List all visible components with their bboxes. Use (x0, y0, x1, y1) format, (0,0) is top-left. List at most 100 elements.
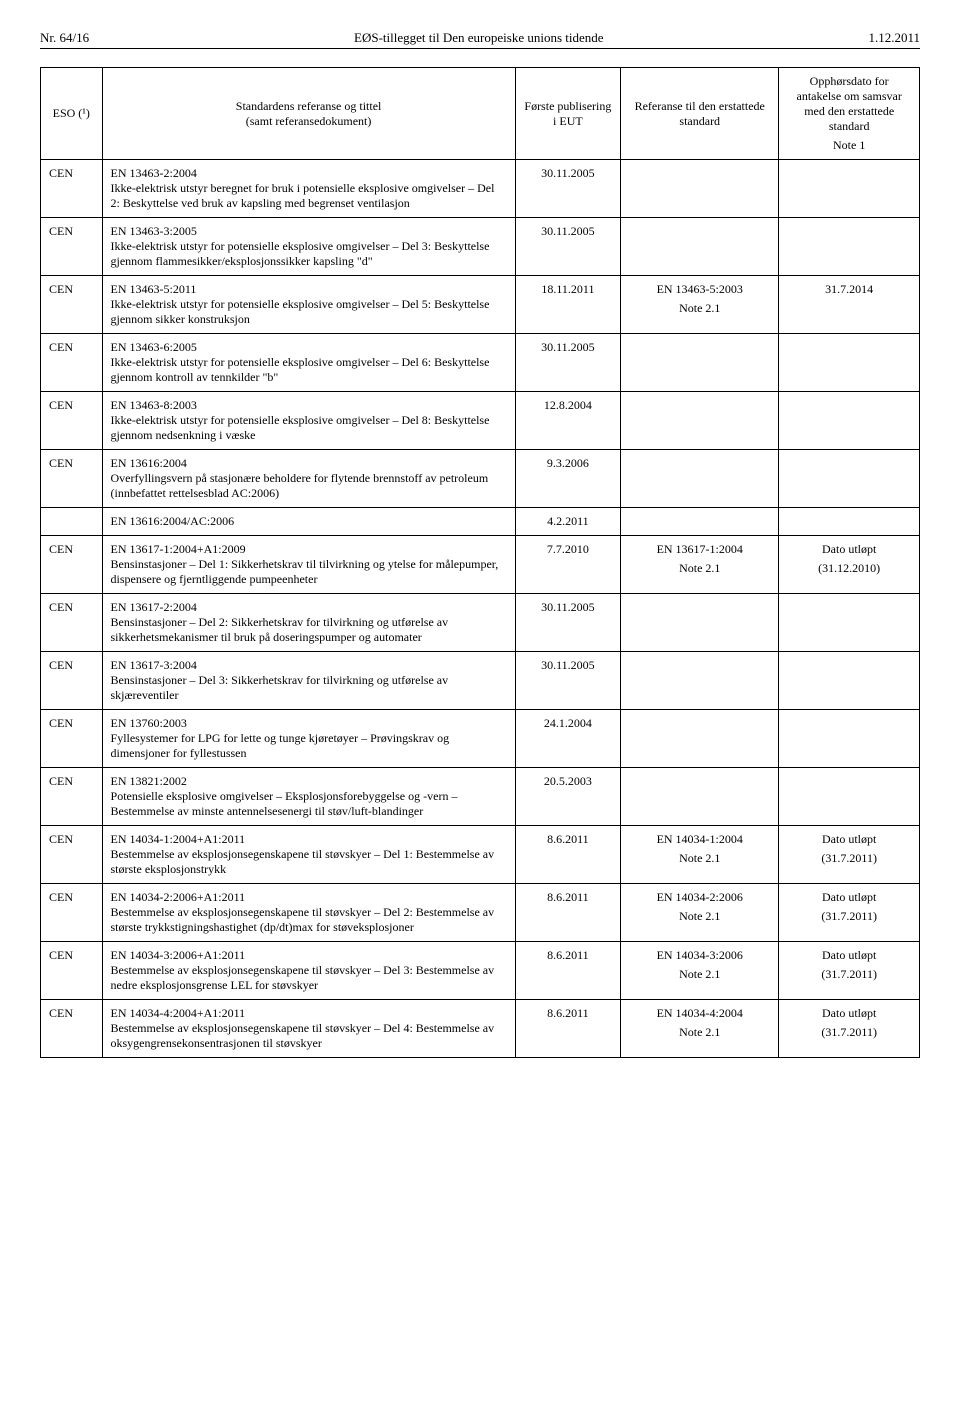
cell-date: 8.6.2011 (515, 1000, 620, 1058)
cell-title: EN 13463-8:2003 Ikke-elektrisk utstyr fo… (102, 392, 515, 450)
cell-date: 20.5.2003 (515, 768, 620, 826)
cell-title: EN 14034-2:2006+A1:2011 Bestemmelse av e… (102, 884, 515, 942)
cell-expiry: Dato utløpt(31.12.2010) (779, 536, 920, 594)
cell-eso: CEN (41, 276, 103, 334)
cell-title: EN 13617-1:2004+A1:2009 Bensinstasjoner … (102, 536, 515, 594)
cell-eso: CEN (41, 710, 103, 768)
cell-date: 30.11.2005 (515, 218, 620, 276)
cell-title: EN 13617-3:2004 Bensinstasjoner – Del 3:… (102, 652, 515, 710)
cell-date: 30.11.2005 (515, 652, 620, 710)
col-ref: Referanse til den erstattede standard (621, 68, 779, 160)
cell-ref (621, 450, 779, 508)
col-title: Standardens referanse og tittel (samt re… (102, 68, 515, 160)
col-expiry-text: Opphørsdato for antakelse om samsvar med… (797, 74, 902, 133)
cell-eso: CEN (41, 594, 103, 652)
cell-title: EN 14034-1:2004+A1:2011 Bestemmelse av e… (102, 826, 515, 884)
cell-expiry (779, 160, 920, 218)
header-center: EØS-tillegget til Den europeiske unions … (354, 30, 603, 46)
cell-eso: CEN (41, 652, 103, 710)
cell-expiry: Dato utløpt(31.7.2011) (779, 884, 920, 942)
cell-eso: CEN (41, 826, 103, 884)
cell-ref (621, 160, 779, 218)
cell-ref (621, 392, 779, 450)
cell-title: EN 13463-2:2004 Ikke-elektrisk utstyr be… (102, 160, 515, 218)
cell-title: EN 13463-5:2011 Ikke-elektrisk utstyr fo… (102, 276, 515, 334)
cell-expiry: Dato utløpt(31.7.2011) (779, 826, 920, 884)
cell-expiry (779, 508, 920, 536)
table-row: CENEN 13616:2004 Overfyllingsvern på sta… (41, 450, 920, 508)
cell-title: EN 14034-4:2004+A1:2011 Bestemmelse av e… (102, 1000, 515, 1058)
table-row: CENEN 14034-4:2004+A1:2011 Bestemmelse a… (41, 1000, 920, 1058)
cell-eso: CEN (41, 536, 103, 594)
header-row: ESO (¹) Standardens referanse og tittel … (41, 68, 920, 160)
table-row: CENEN 14034-3:2006+A1:2011 Bestemmelse a… (41, 942, 920, 1000)
cell-expiry (779, 450, 920, 508)
cell-ref: EN 14034-3:2006Note 2.1 (621, 942, 779, 1000)
cell-title: EN 13616:2004 Overfyllingsvern på stasjo… (102, 450, 515, 508)
cell-date: 30.11.2005 (515, 160, 620, 218)
cell-ref (621, 768, 779, 826)
table-row: CENEN 13463-3:2005 Ikke-elektrisk utstyr… (41, 218, 920, 276)
cell-ref (621, 594, 779, 652)
table-row: CENEN 13463-2:2004 Ikke-elektrisk utstyr… (41, 160, 920, 218)
col-title-text: Standardens referanse og tittel (samt re… (236, 99, 382, 128)
col-expiry: Opphørsdato for antakelse om samsvar med… (779, 68, 920, 160)
col-expiry-note: Note 1 (787, 138, 911, 153)
table-row: CENEN 13463-6:2005 Ikke-elektrisk utstyr… (41, 334, 920, 392)
cell-ref: EN 14034-4:2004Note 2.1 (621, 1000, 779, 1058)
cell-eso: CEN (41, 334, 103, 392)
cell-expiry (779, 652, 920, 710)
cell-title: EN 13821:2002 Potensielle eksplosive omg… (102, 768, 515, 826)
table-row: CENEN 13617-2:2004 Bensinstasjoner – Del… (41, 594, 920, 652)
cell-ref (621, 508, 779, 536)
header-left: Nr. 64/16 (40, 30, 89, 46)
cell-ref: EN 14034-2:2006Note 2.1 (621, 884, 779, 942)
cell-ref: EN 14034-1:2004Note 2.1 (621, 826, 779, 884)
cell-date: 9.3.2006 (515, 450, 620, 508)
header-right: 1.12.2011 (868, 30, 920, 46)
cell-expiry: 31.7.2014 (779, 276, 920, 334)
table-row: CENEN 13617-3:2004 Bensinstasjoner – Del… (41, 652, 920, 710)
col-eso: ESO (¹) (41, 68, 103, 160)
cell-title: EN 13616:2004/AC:2006 (102, 508, 515, 536)
cell-date: 8.6.2011 (515, 826, 620, 884)
cell-date: 24.1.2004 (515, 710, 620, 768)
cell-expiry (779, 710, 920, 768)
cell-date: 8.6.2011 (515, 884, 620, 942)
cell-date: 4.2.2011 (515, 508, 620, 536)
table-row: CENEN 13760:2003 Fyllesystemer for LPG f… (41, 710, 920, 768)
table-row: CENEN 14034-1:2004+A1:2011 Bestemmelse a… (41, 826, 920, 884)
cell-expiry: Dato utløpt(31.7.2011) (779, 942, 920, 1000)
col-date-text: Første publisering i EUT (524, 99, 611, 128)
table-row: CENEN 13821:2002 Potensielle eksplosive … (41, 768, 920, 826)
cell-title: EN 13463-6:2005 Ikke-elektrisk utstyr fo… (102, 334, 515, 392)
cell-date: 7.7.2010 (515, 536, 620, 594)
cell-title: EN 13760:2003 Fyllesystemer for LPG for … (102, 710, 515, 768)
cell-ref: EN 13463-5:2003Note 2.1 (621, 276, 779, 334)
col-ref-text: Referanse til den erstattede standard (635, 99, 765, 128)
cell-date: 12.8.2004 (515, 392, 620, 450)
cell-expiry (779, 334, 920, 392)
table-row: CENEN 13463-8:2003 Ikke-elektrisk utstyr… (41, 392, 920, 450)
table-row: CENEN 13617-1:2004+A1:2009 Bensinstasjon… (41, 536, 920, 594)
cell-expiry (779, 392, 920, 450)
cell-title: EN 13463-3:2005 Ikke-elektrisk utstyr fo… (102, 218, 515, 276)
cell-eso: CEN (41, 160, 103, 218)
cell-eso: CEN (41, 450, 103, 508)
cell-eso: CEN (41, 942, 103, 1000)
cell-eso: CEN (41, 768, 103, 826)
cell-eso: CEN (41, 1000, 103, 1058)
cell-date: 8.6.2011 (515, 942, 620, 1000)
cell-ref (621, 710, 779, 768)
cell-title: EN 14034-3:2006+A1:2011 Bestemmelse av e… (102, 942, 515, 1000)
cell-ref: EN 13617-1:2004Note 2.1 (621, 536, 779, 594)
standards-table: ESO (¹) Standardens referanse og tittel … (40, 67, 920, 1058)
cell-eso: CEN (41, 218, 103, 276)
cell-ref (621, 652, 779, 710)
cell-expiry: Dato utløpt(31.7.2011) (779, 1000, 920, 1058)
cell-date: 30.11.2005 (515, 334, 620, 392)
table-row: CENEN 14034-2:2006+A1:2011 Bestemmelse a… (41, 884, 920, 942)
cell-expiry (779, 768, 920, 826)
cell-date: 18.11.2011 (515, 276, 620, 334)
cell-ref (621, 334, 779, 392)
